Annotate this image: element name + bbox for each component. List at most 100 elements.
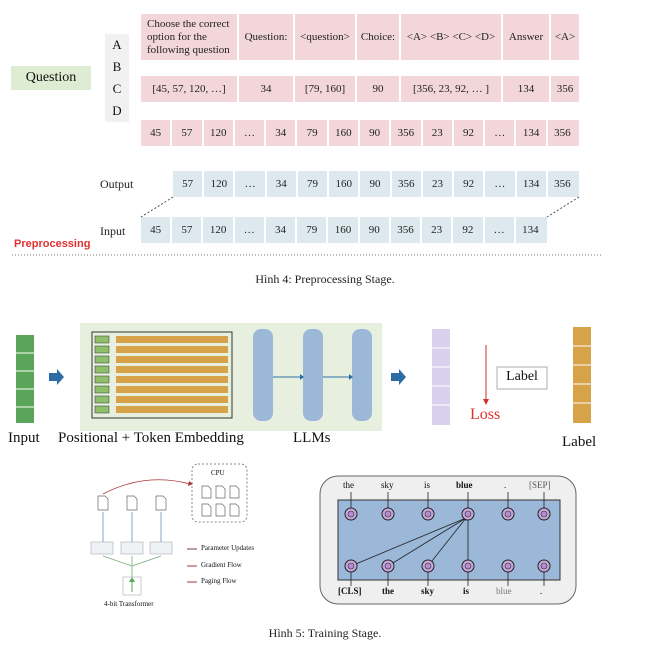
fig4-caption: Hình 4: Preprocessing Stage.	[255, 272, 395, 286]
label-sequence-bar	[573, 327, 591, 423]
token-cell: 79	[306, 127, 318, 139]
mlm-top-token: the	[343, 480, 354, 490]
mlm-bottom-tokens: [CLS] the sky is blue .	[318, 584, 578, 600]
token-cell: 90	[369, 127, 381, 139]
input-token-cell: 45	[150, 224, 162, 236]
llms-label: LLMs	[293, 430, 331, 446]
token-cell: 92	[462, 127, 474, 139]
gpu-page-icons	[97, 495, 167, 511]
input-token-row: 45 57 120 … 34 79 160 90 356 23 92 … 134	[141, 217, 547, 243]
mlm-top-tokens: the sky is blue . [SEP]	[318, 476, 578, 492]
arrow-right-icon	[391, 369, 406, 385]
output-token-cell: 57	[182, 178, 194, 190]
mlm-bottom-token: the	[382, 586, 394, 596]
question-box: Question	[11, 66, 91, 90]
label-box	[496, 366, 548, 390]
option-c: C	[112, 81, 122, 96]
legend-parameter-updates: Parameter Updates	[201, 544, 255, 552]
prompt-question-slot: <question>	[300, 31, 350, 43]
embedding-label: Positional + Token Embedding	[58, 430, 244, 446]
input-token-cell: 57	[181, 224, 193, 236]
output-token-row: 57 120 … 34 79 160 90 356 23 92 … 134 356	[173, 171, 579, 197]
cpu-label: CPU	[211, 469, 225, 477]
encoded-question-key: 34	[260, 83, 272, 95]
question-label: Question	[25, 70, 77, 85]
output-token-cell: 92	[463, 178, 475, 190]
input-token-cell: 92	[462, 224, 474, 236]
mlm-top-token: [SEP]	[529, 480, 551, 490]
output-token-cell: 134	[522, 178, 540, 190]
token-cell: 57	[181, 127, 193, 139]
mlm-top-token-masked: blue	[456, 480, 473, 490]
token-cell: 356	[397, 127, 415, 139]
option-d: D	[112, 103, 122, 118]
input-sequence-bar	[16, 335, 34, 423]
prompt-choices-slot: <A> <B> <C> <D>	[406, 31, 496, 43]
output-token-cell: 79	[307, 178, 319, 190]
prompt-instruction: Choose the correct option for the follow…	[147, 17, 230, 56]
output-token-cell: 160	[335, 178, 353, 190]
token-cell: 356	[554, 127, 571, 139]
token-cell: 160	[335, 127, 352, 139]
token-cell: 34	[275, 127, 287, 139]
legend-lines	[187, 548, 197, 583]
adapter-boxes	[90, 541, 173, 555]
mlm-top-token: .	[504, 480, 507, 490]
input-token-cell: 34	[275, 224, 287, 236]
legend-gradient-flow: Gradient Flow	[201, 561, 242, 569]
output-label: Output	[100, 177, 134, 191]
output-token-cell: 34	[275, 178, 287, 190]
embedding-rows	[94, 335, 228, 414]
llm-layer-3	[352, 329, 372, 421]
input-label: Input	[100, 224, 126, 238]
output-token-cell: …	[244, 178, 256, 190]
loss-label: Loss	[470, 406, 501, 423]
mlm-top-token: sky	[381, 480, 394, 490]
input-token-cell: 356	[397, 224, 414, 236]
fig5-caption: Hình 5: Training Stage.	[268, 626, 382, 640]
preprocessing-label: Preprocessing	[14, 238, 91, 250]
output-token-cell: …	[494, 178, 506, 190]
input-token-cell: 79	[306, 224, 318, 236]
llm-layer-2	[303, 329, 323, 421]
mlm-bottom-token: sky	[421, 586, 435, 596]
token-cell: 45	[150, 127, 162, 139]
input-token-cell: …	[243, 224, 255, 236]
output-token-cell: 120	[210, 178, 228, 190]
shift-dash-left	[140, 196, 174, 218]
mlm-bottom-token: [CLS]	[338, 586, 362, 596]
cpu-page-icons	[201, 485, 240, 517]
encoded-answer: 356	[556, 83, 574, 95]
input-token-cell: …	[493, 224, 505, 236]
fig5-input-label: Input	[8, 430, 40, 446]
encoded-choice-key: 90	[372, 83, 384, 95]
training-pipeline	[16, 323, 591, 431]
output-sequence-bar	[432, 329, 450, 425]
input-token-cell: 90	[368, 224, 380, 236]
token-cell: 134	[522, 127, 540, 139]
token-cell: 120	[209, 127, 227, 139]
option-a: A	[112, 37, 122, 52]
label-box-text: Label	[506, 369, 538, 384]
encoded-choices: [356, 23, 92, … ]	[412, 83, 490, 95]
prompt-question-key: Question:	[244, 31, 288, 43]
paging-arrow	[102, 479, 191, 495]
prompt-answer-key: Answer	[508, 31, 544, 43]
prompt-row: Choose the correct option for the follow…	[141, 14, 579, 60]
output-token-cell: 356	[554, 178, 571, 190]
shift-dashes	[12, 196, 602, 256]
output-token-cell: 90	[369, 178, 381, 190]
embedding-matrix	[91, 331, 233, 419]
label-bottom: Label	[562, 434, 597, 450]
mlm-bottom-token: .	[540, 586, 543, 596]
input-token-cell: 120	[209, 224, 227, 236]
mlm-top-token: is	[424, 480, 431, 490]
mlm-diagram	[319, 475, 577, 605]
qlora-diagram	[90, 463, 248, 596]
option-b: B	[112, 59, 122, 74]
encoded-question: [79, 160]	[304, 83, 346, 95]
legend-paging-flow: Paging Flow	[201, 577, 237, 585]
input-token-cell: 134	[522, 224, 539, 236]
output-token-cell: 356	[397, 178, 415, 190]
abcd-column: A B C D	[105, 34, 129, 122]
